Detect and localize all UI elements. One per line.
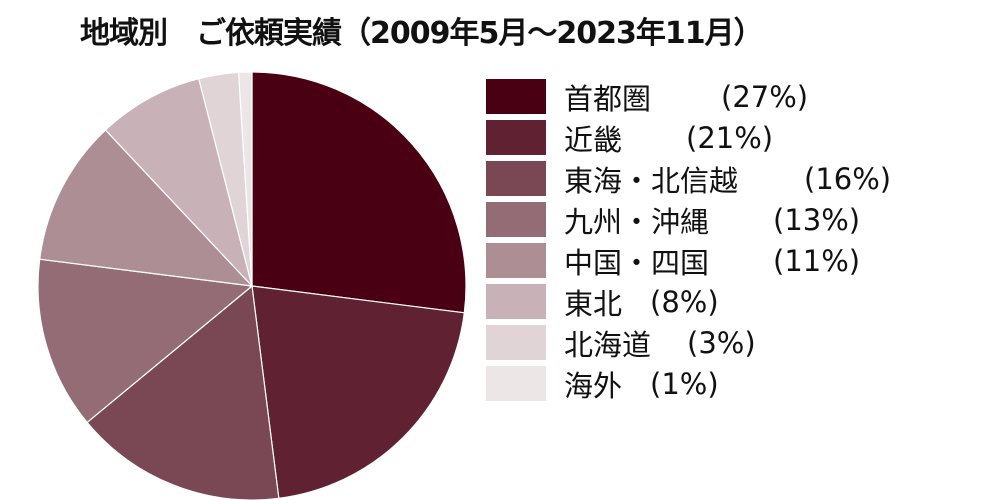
legend-item: 北海道 (3%) <box>486 322 891 363</box>
legend-swatch <box>486 243 546 278</box>
legend-percentage: (16%) <box>804 161 892 196</box>
legend-percentage: (3%) <box>687 325 756 360</box>
legend-item: 海外 (1%) <box>486 363 891 404</box>
pie-slice <box>39 129 254 287</box>
legend-item: 九州・沖縄 (13%) <box>486 199 891 240</box>
legend-label: 首都圏 <box>564 81 652 116</box>
legend-item: 中国・四国 (11%) <box>486 240 891 281</box>
legend-swatch <box>486 161 546 196</box>
legend-item: 東海・北信越 (16%) <box>486 158 891 199</box>
legend-label: 北海道 <box>564 327 652 362</box>
chart-title: 地域別 ご依頼実績（2009年5月～2023年11月） <box>80 16 764 51</box>
legend-percentage: (11%) <box>773 243 861 278</box>
pie-slice <box>104 77 253 287</box>
legend-label: 海外 <box>564 368 623 403</box>
legend-label: 九州・沖縄 <box>564 204 710 239</box>
legend-percentage: (21%) <box>686 120 774 155</box>
pie-slice <box>251 285 465 499</box>
legend-item: 首都圏 (27%) <box>486 76 891 117</box>
legend-percentage: (13%) <box>773 202 861 237</box>
pie-slice <box>251 71 467 314</box>
legend-percentage: (27%) <box>721 79 809 114</box>
legend-label: 近畿 <box>564 122 623 157</box>
pie-slice <box>37 258 254 424</box>
legend-label: 中国・四国 <box>564 245 710 280</box>
legend-swatch <box>486 284 546 319</box>
legend-item: 近畿 (21%) <box>486 117 891 158</box>
legend-swatch <box>486 366 546 401</box>
legend-swatch <box>486 79 546 114</box>
legend-swatch <box>486 120 546 155</box>
legend-item: 東北 (8%) <box>486 281 891 322</box>
legend-percentage: (8%) <box>650 284 719 319</box>
legend-swatch <box>486 202 546 237</box>
legend-percentage: (1%) <box>650 366 719 401</box>
legend-label: 東北 <box>564 286 623 321</box>
pie-slice <box>237 71 253 287</box>
legend: 首都圏 (27%) 近畿 (21%) 東海・北信越 (16%) 九州・沖縄 (13%) 中国・四… <box>486 76 891 404</box>
legend-swatch <box>486 325 546 360</box>
legend-label: 東海・北信越 <box>564 163 739 198</box>
